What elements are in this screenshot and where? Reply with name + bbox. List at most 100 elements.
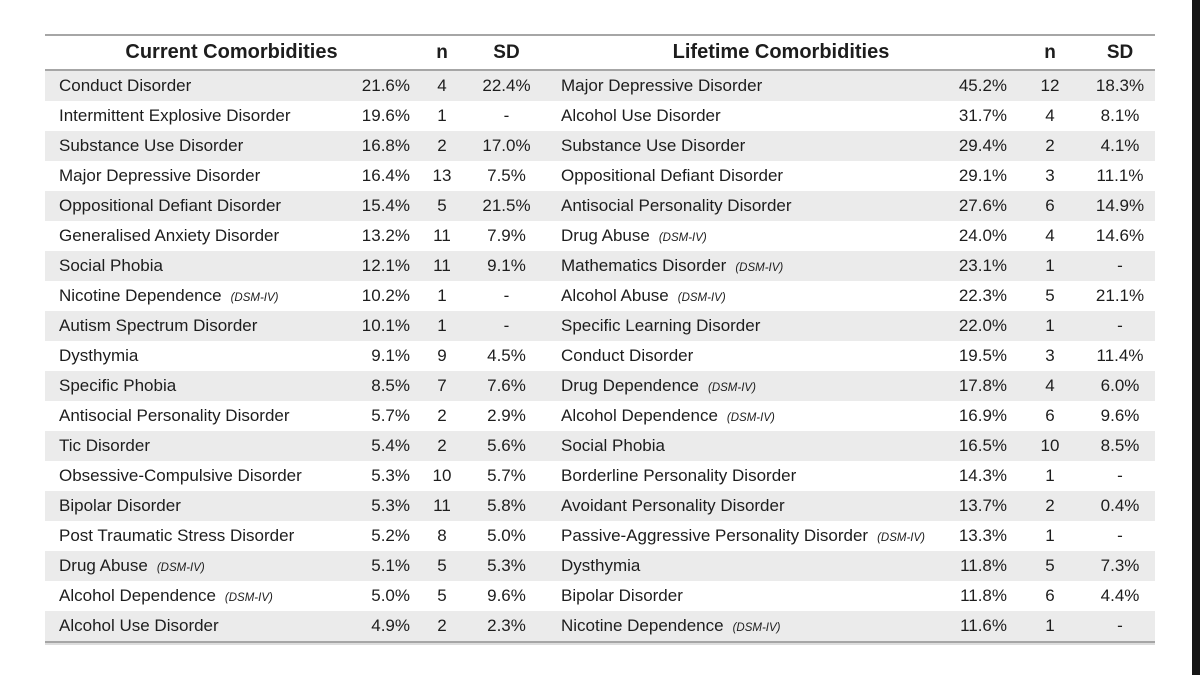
lifetime-percentage: 14.3% [958, 466, 1008, 485]
lifetime-disorder-name: Specific Learning Disorder [547, 311, 910, 341]
dsm-iv-tag: (DSM-IV) [156, 562, 205, 574]
disorder-label: Alcohol Use Disorder [59, 616, 219, 635]
lifetime-disorder-name: Drug Dependence (DSM-IV) [547, 371, 910, 401]
current-disorder-name: Dysthymia [45, 341, 345, 371]
table-row: Alcohol Dependence (DSM-IV) 5.0% 5 9.6% Bipol… [45, 581, 1155, 611]
disorder-label: Drug Dependence [561, 376, 699, 395]
current-sd-value: - [503, 286, 510, 305]
lifetime-percentage: 27.6% [910, 191, 1016, 221]
lifetime-n-count: 4 [1015, 371, 1086, 401]
current-disorder-name: Tic Disorder [45, 431, 345, 461]
current-percentage: 5.0% [371, 586, 410, 605]
current-percentage: 4.9% [345, 611, 418, 643]
table-row: Substance Use Disorder 16.8% 2 17.0% Substan… [45, 131, 1156, 161]
disorder-label: Specific Phobia [59, 376, 177, 395]
current-n-count: 2 [418, 131, 466, 161]
lifetime-percentage: 45.2% [910, 70, 1016, 101]
dsm-iv-tag: (DSM-IV) [658, 232, 707, 244]
table-row: Intermittent Explosive Disorder 19.6% 1 - Al… [45, 101, 1155, 131]
current-sd-value: 9.6% [487, 586, 526, 605]
lifetime-n-count: 1 [1015, 611, 1086, 643]
current-n-count: 10 [432, 466, 452, 485]
lifetime-percentage: 19.5% [958, 346, 1008, 365]
lifetime-n-count: 3 [1045, 346, 1055, 365]
current-n-count: 8 [437, 526, 447, 545]
disorder-label: Alcohol Abuse [561, 286, 669, 305]
current-sd-value: 22.4% [466, 70, 547, 101]
lifetime-percentage: 22.3% [958, 286, 1008, 305]
current-sd-value: 2.9% [487, 406, 526, 425]
current-percentage: 12.1% [345, 251, 418, 281]
lifetime-percentage: 17.8% [910, 371, 1016, 401]
current-sd-value: 5.8% [466, 491, 547, 521]
disorder-label: Bipolar Disorder [561, 586, 683, 605]
lifetime-disorder-name: Drug Abuse (DSM-IV) [547, 221, 910, 251]
lifetime-n-count: 6 [1045, 586, 1055, 605]
table-row: Antisocial Personality Disorder 5.7% 2 2.9%… [45, 401, 1155, 431]
lifetime-disorder-name: Nicotine Dependence (DSM-IV) [547, 611, 910, 643]
current-disorder-name: Alcohol Use Disorder [45, 611, 345, 643]
lifetime-percentage: 13.3% [958, 526, 1008, 545]
lifetime-sd-value: 14.6% [1095, 226, 1145, 245]
current-disorder-name: Intermittent Explosive Disorder [45, 101, 345, 131]
current-n-count: 1 [437, 286, 447, 305]
lifetime-percentage: 31.7% [958, 106, 1008, 125]
disorder-label: Bipolar Disorder [59, 496, 181, 515]
current-percentage: 15.4% [345, 191, 418, 221]
current-percentage: 16.4% [361, 166, 410, 185]
table-row: Bipolar Disorder 5.3% 11 5.8% Avoidant Perso… [45, 491, 1156, 521]
disorder-label: Avoidant Personality Disorder [561, 496, 785, 515]
lifetime-percentage: 23.1% [910, 251, 1016, 281]
lifetime-percentage: 29.4% [910, 131, 1016, 161]
current-n-count: 5 [418, 191, 466, 221]
lifetime-sd-value: 11.1% [1096, 166, 1144, 185]
lifetime-sd-value: 14.9% [1085, 191, 1156, 221]
current-percentage: 5.2% [371, 526, 410, 545]
lifetime-n-count: 6 [1045, 406, 1055, 425]
current-n-count: 13 [432, 166, 452, 185]
current-sd-value: - [466, 311, 547, 341]
disorder-label: Conduct Disorder [59, 76, 192, 95]
disorder-label: Dysthymia [59, 346, 139, 365]
current-n-count: 11 [433, 226, 451, 245]
table-row: Conduct Disorder 21.6% 4 22.4% Major Depress… [45, 70, 1156, 101]
lifetime-sd-value: 4.1% [1085, 131, 1156, 161]
current-disorder-name: Nicotine Dependence (DSM-IV) [45, 281, 345, 311]
lifetime-n-count: 4 [1045, 106, 1055, 125]
current-disorder-name: Major Depressive Disorder [45, 161, 345, 191]
dsm-iv-tag: (DSM-IV) [707, 382, 756, 394]
disorder-label: Drug Abuse [561, 226, 650, 245]
disorder-label: Nicotine Dependence [59, 286, 222, 305]
current-n-count: 2 [437, 406, 447, 425]
lifetime-disorder-name: Mathematics Disorder (DSM-IV) [547, 251, 910, 281]
dsm-iv-tag: (DSM-IV) [732, 622, 781, 634]
disorder-label: Generalised Anxiety Disorder [59, 226, 280, 245]
lifetime-disorder-name: Oppositional Defiant Disorder [547, 161, 910, 191]
dsm-iv-tag: (DSM-IV) [224, 592, 273, 604]
current-comorbidities-header: Current Comorbidities [45, 34, 418, 71]
lifetime-disorder-name: Major Depressive Disorder [547, 70, 910, 101]
lifetime-disorder-name: Conduct Disorder [547, 341, 910, 371]
table-row: Nicotine Dependence (DSM-IV) 10.2% 1 - Alcoho… [45, 281, 1155, 311]
current-sd-value: 7.5% [487, 166, 526, 185]
lifetime-sd-value: 6.0% [1085, 371, 1156, 401]
current-percentage: 10.1% [345, 311, 418, 341]
lifetime-sd-value: - [1117, 466, 1123, 485]
current-disorder-name: Generalised Anxiety Disorder [45, 221, 345, 251]
disorder-label: Mathematics Disorder [561, 256, 727, 275]
current-n-count: 11 [418, 491, 466, 521]
current-n-count: 2 [418, 431, 466, 461]
current-sd-value: 7.9% [487, 226, 526, 245]
current-n-count: 1 [437, 106, 447, 125]
lifetime-percentage: 24.0% [958, 226, 1008, 245]
lifetime-disorder-name: Social Phobia [547, 431, 910, 461]
current-sd-value: 7.6% [466, 371, 547, 401]
dsm-iv-tag: (DSM-IV) [877, 532, 925, 544]
table-row: Generalised Anxiety Disorder 13.2% 11 7.9% D… [45, 221, 1155, 251]
disorder-label: Nicotine Dependence [561, 616, 724, 635]
right-edge-bar [1192, 0, 1200, 675]
lifetime-disorder-name: Borderline Personality Disorder [547, 461, 910, 491]
dsm-iv-tag: (DSM-IV) [677, 292, 726, 304]
lifetime-disorder-name: Alcohol Dependence (DSM-IV) [547, 401, 910, 431]
lifetime-percentage: 11.6% [910, 611, 1016, 643]
